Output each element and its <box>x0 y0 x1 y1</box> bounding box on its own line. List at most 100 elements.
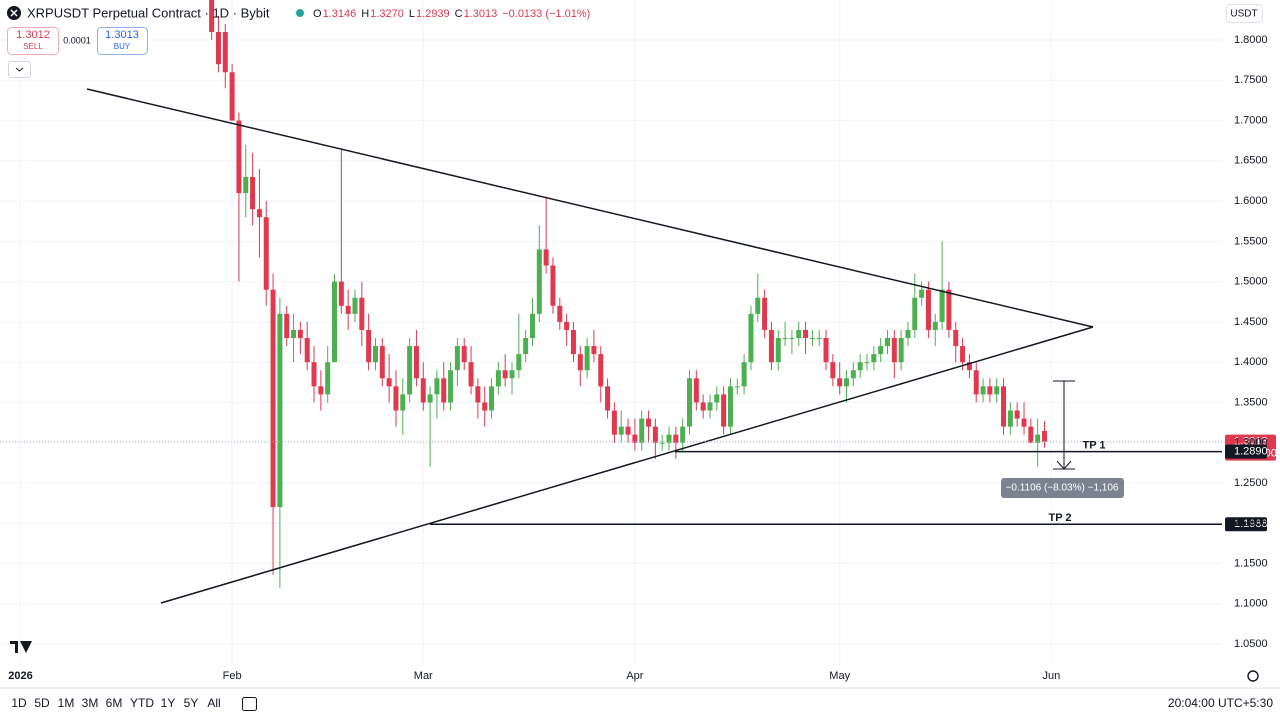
candle-body <box>700 402 706 411</box>
candle-body <box>687 378 693 427</box>
sell-price[interactable]: 1.3012 <box>16 29 50 41</box>
candle-body <box>673 434 679 443</box>
ohlc: O 1.3146 H 1.3270 L 1.2939 C 1.3013 −0.0133 (−1.… <box>313 8 590 20</box>
calendar-icon[interactable] <box>242 697 257 711</box>
candle-body <box>584 346 590 371</box>
level-axis-box <box>1225 444 1267 459</box>
sell-label[interactable]: SELL <box>23 42 43 51</box>
y-tick-label: 1.2000 <box>1234 517 1268 529</box>
candle-body <box>591 346 597 355</box>
currency[interactable]: USDT <box>1230 9 1257 20</box>
candle-body <box>659 442 665 444</box>
trend-line <box>86 88 1094 328</box>
candle-body <box>803 329 809 339</box>
candle-body <box>1014 410 1020 419</box>
range-button[interactable]: 1D <box>11 696 27 710</box>
candle-body <box>209 0 215 32</box>
candle-body <box>441 378 447 403</box>
collapse-button[interactable] <box>8 61 31 78</box>
candle-body <box>693 378 699 403</box>
candle-body <box>400 394 406 411</box>
range-button[interactable]: All <box>207 696 220 710</box>
candle-body <box>475 386 481 403</box>
level-axis-label: 1.2890 <box>1234 445 1268 457</box>
range-button[interactable]: 5D <box>34 696 50 710</box>
time-axis: 2026 Feb Mar Apr May Jun <box>8 670 1060 682</box>
candle-body <box>618 426 624 435</box>
candle-body <box>1035 434 1041 443</box>
candle-body <box>768 329 774 363</box>
logo <box>10 641 32 653</box>
candle-body <box>925 289 931 330</box>
range-button[interactable]: 6M <box>106 696 123 710</box>
level-axis-box <box>1225 517 1267 532</box>
buy-button[interactable] <box>97 27 148 55</box>
candle-body <box>523 338 529 355</box>
range-button[interactable]: 5Y <box>184 696 199 710</box>
x-tick-label: Feb <box>223 670 242 682</box>
y-tick-label: 1.7500 <box>1234 74 1268 86</box>
symbol-title[interactable]: XRPUSDT Perpetual Contract · 1D · Bybit <box>27 5 270 20</box>
range-button[interactable]: YTD <box>130 696 154 710</box>
candle-body <box>707 402 713 411</box>
status-dot <box>296 9 304 17</box>
y-tick-label: 1.2500 <box>1234 477 1268 489</box>
candle-body <box>536 249 542 314</box>
candle-body <box>304 338 310 363</box>
candle-body <box>932 321 938 330</box>
trend-line <box>160 326 1094 604</box>
chevron <box>15 67 24 72</box>
candle-body <box>625 426 631 435</box>
candle-body <box>448 370 454 403</box>
level-axis-label: 1.1988 <box>1234 518 1268 530</box>
drawings: −0.1106 (−8.03%) −1,106 <box>86 88 1124 604</box>
buy-price[interactable]: 1.3013 <box>105 29 139 41</box>
candle-body <box>393 386 399 411</box>
candle-body <box>666 434 672 443</box>
candle-body <box>857 362 863 371</box>
range-button[interactable]: 3M <box>82 696 99 710</box>
candle-body <box>789 338 795 340</box>
candle-body <box>652 426 658 443</box>
candle-body <box>1042 430 1048 442</box>
range-button[interactable]: 1M <box>58 696 75 710</box>
toolbar: 1D 5D 1M 3M 6M YTD 1Y 5Y All <box>11 696 220 710</box>
candle-body <box>489 386 495 411</box>
candle-body <box>884 338 890 347</box>
price-axis: 1.0500 1.1000 1.1500 1.2000 1.2500 1.3000 1.35… <box>1234 34 1268 650</box>
measure-label: −0.1106 (−8.03%) −1,106 <box>1006 483 1119 494</box>
symbol-icon <box>10 9 18 17</box>
candle-body <box>372 346 378 363</box>
candle-body <box>605 386 611 411</box>
candle-body <box>980 386 986 395</box>
sell-button[interactable] <box>7 27 59 55</box>
candle-body <box>434 378 440 395</box>
candle-body <box>912 297 918 330</box>
candles <box>209 0 1048 588</box>
x-tick-label: Jun <box>1042 670 1060 682</box>
currency-button[interactable] <box>1226 4 1263 23</box>
candle-body <box>516 354 522 371</box>
candle-body <box>598 354 604 387</box>
settings-icon[interactable] <box>1247 670 1259 682</box>
ohlc-label: O <box>313 8 322 20</box>
ohlc-label: L <box>409 8 415 20</box>
candle-body <box>352 297 358 314</box>
buy-label[interactable]: BUY <box>114 42 131 51</box>
y-tick-label: 1.4000 <box>1234 356 1268 368</box>
candle-body <box>1007 410 1013 427</box>
candle-body <box>332 281 338 363</box>
candle-body <box>734 386 740 388</box>
range-button[interactable]: 1Y <box>161 696 176 710</box>
candle-body <box>297 329 303 339</box>
candle-body <box>755 297 761 314</box>
candle-body <box>461 346 467 363</box>
candle-body <box>611 410 617 435</box>
candle-body <box>898 338 904 363</box>
level-name: TP 2 <box>1048 512 1071 524</box>
candle-body <box>816 338 822 340</box>
candle-body <box>796 329 802 339</box>
ohlc-label: C <box>455 8 463 20</box>
candle-body <box>639 418 645 443</box>
